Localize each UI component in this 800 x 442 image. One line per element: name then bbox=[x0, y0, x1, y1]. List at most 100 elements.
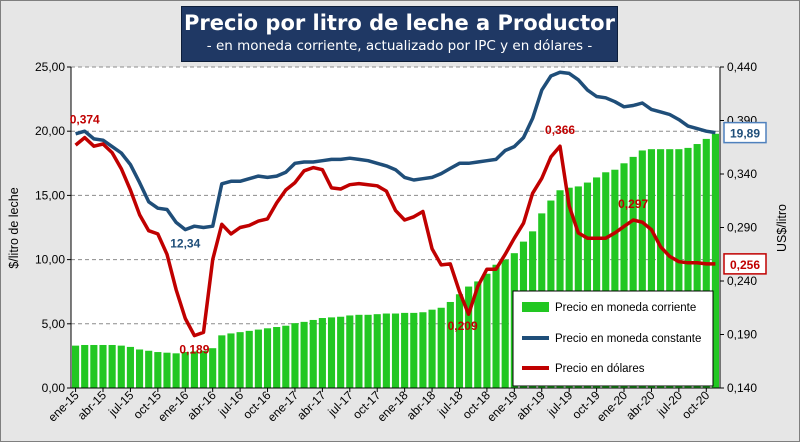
y-left-tick-label: 20,00 bbox=[35, 124, 65, 138]
bar-corriente bbox=[483, 273, 491, 388]
bar-corriente bbox=[638, 150, 646, 388]
y-left-tick-label: 10,00 bbox=[35, 253, 65, 267]
legend-label-corriente: Precio en moneda corriente bbox=[555, 302, 696, 314]
bar-corriente bbox=[675, 149, 683, 388]
data-label: 0,209 bbox=[448, 319, 478, 333]
bar-corriente bbox=[465, 286, 473, 388]
x-tick-label: abr-19 bbox=[513, 388, 548, 423]
bar-corriente bbox=[574, 186, 582, 388]
bar-corriente bbox=[647, 149, 656, 388]
bar-corriente bbox=[657, 149, 665, 388]
bar-corriente bbox=[81, 344, 89, 388]
x-tick-label: jul-16 bbox=[215, 388, 247, 420]
bar-corriente bbox=[291, 323, 299, 388]
bar-corriente bbox=[273, 327, 281, 388]
x-tick-label: ene-18 bbox=[374, 388, 411, 425]
legend-label-constante: Precio en moneda constante bbox=[555, 333, 701, 345]
x-tick-label: abr-17 bbox=[294, 388, 329, 423]
data-label: 12,34 bbox=[170, 237, 200, 251]
legend: Precio en moneda corriente Precio en mon… bbox=[512, 290, 714, 387]
bar-corriente bbox=[711, 133, 719, 388]
bar-corriente bbox=[410, 312, 418, 388]
bar-corriente bbox=[620, 163, 628, 388]
series-lines bbox=[74, 70, 716, 338]
y-right-tick-label: 0,190 bbox=[727, 328, 757, 342]
chart-subtitle: - en moneda corriente, actualizado por I… bbox=[206, 38, 593, 54]
bar-corriente bbox=[492, 264, 500, 388]
x-tick-label: abr-15 bbox=[75, 388, 110, 423]
bar-corriente bbox=[154, 352, 162, 388]
line-dolares bbox=[74, 135, 716, 338]
x-tick-label: jul-18 bbox=[434, 388, 466, 420]
bar-corriente bbox=[135, 349, 144, 388]
bar-corriente bbox=[602, 172, 610, 388]
bar-corriente bbox=[501, 259, 509, 388]
bar-corriente bbox=[145, 350, 153, 388]
x-tick-label: jul-19 bbox=[544, 388, 576, 420]
bar-corriente bbox=[446, 301, 454, 388]
bar-corriente bbox=[282, 325, 290, 388]
bar-corriente bbox=[611, 169, 619, 388]
bar-corriente bbox=[227, 333, 235, 388]
bar-corriente bbox=[218, 335, 226, 388]
legend-swatch-corriente bbox=[522, 302, 549, 312]
data-labels: 0,37412,340,1890,20924,590,3660,29719,89… bbox=[70, 49, 767, 357]
bar-corriente bbox=[199, 350, 208, 388]
chart-title: Precio por litro de leche a Productor bbox=[184, 11, 615, 35]
end-value-box bbox=[723, 253, 767, 275]
bar-corriente bbox=[337, 316, 345, 388]
bar-corriente bbox=[327, 317, 336, 388]
x-tick-label: ene-17 bbox=[265, 388, 302, 425]
bar-corriente bbox=[565, 187, 573, 388]
x-tick-label: ene-20 bbox=[594, 388, 631, 425]
x-tick-label: ene-19 bbox=[484, 388, 521, 425]
bar-corriente bbox=[355, 314, 363, 388]
x-tick-label: oct-20 bbox=[679, 388, 713, 422]
bar-corriente bbox=[455, 294, 464, 388]
data-label: 0,297 bbox=[618, 197, 648, 211]
y-right-tick-label: 0,440 bbox=[727, 60, 757, 74]
title-banner: Precio por litro de leche a Productor - … bbox=[181, 6, 618, 62]
x-tick-label: abr-20 bbox=[623, 388, 658, 423]
data-label: 0,189 bbox=[179, 343, 209, 357]
bar-corriente bbox=[556, 190, 564, 388]
y-left-tick-label: 0,00 bbox=[42, 381, 66, 395]
bar-corriente bbox=[364, 314, 372, 388]
data-label: 0,374 bbox=[70, 113, 100, 127]
bar-corriente bbox=[401, 312, 409, 388]
line-constante bbox=[75, 70, 716, 232]
bar-corriente bbox=[693, 144, 701, 388]
y-right-tick-label: 0,290 bbox=[727, 221, 757, 235]
bar-corriente bbox=[437, 307, 445, 388]
bar-corriente bbox=[72, 345, 80, 388]
y-axis-left-title: $/litro de leche bbox=[7, 187, 21, 268]
bar-corriente bbox=[346, 315, 354, 388]
end-value-label: 19,89 bbox=[730, 127, 760, 141]
end-value-box bbox=[723, 121, 767, 144]
y-left-tick-label: 25,00 bbox=[35, 60, 65, 74]
bar-corriente bbox=[181, 352, 189, 388]
bar-corriente bbox=[309, 319, 317, 388]
bar-corriente bbox=[163, 352, 171, 388]
x-tick-label: jul-15 bbox=[105, 388, 137, 420]
bar-corriente bbox=[382, 313, 390, 388]
y-right-tick-label: 0,240 bbox=[727, 274, 757, 288]
bar-corriente bbox=[629, 156, 637, 388]
bar-corriente bbox=[190, 351, 198, 388]
bar-corriente bbox=[254, 329, 262, 388]
bar-corriente bbox=[245, 330, 253, 388]
data-label: 0,366 bbox=[545, 123, 575, 137]
bar-corriente bbox=[593, 177, 601, 388]
x-tick-label: jul-17 bbox=[325, 388, 357, 420]
bar-corriente bbox=[684, 147, 692, 388]
bar-corriente bbox=[373, 314, 381, 388]
y-axis-right-title: US$/litro bbox=[775, 204, 789, 252]
x-tick-label: abr-18 bbox=[404, 388, 439, 423]
bar-corriente bbox=[117, 345, 125, 388]
end-value-label: 0,256 bbox=[730, 258, 760, 272]
bar-corriente bbox=[99, 344, 107, 388]
bar-corriente bbox=[263, 328, 272, 388]
x-tick-label: abr-16 bbox=[184, 388, 219, 423]
bar-corriente bbox=[90, 344, 98, 388]
